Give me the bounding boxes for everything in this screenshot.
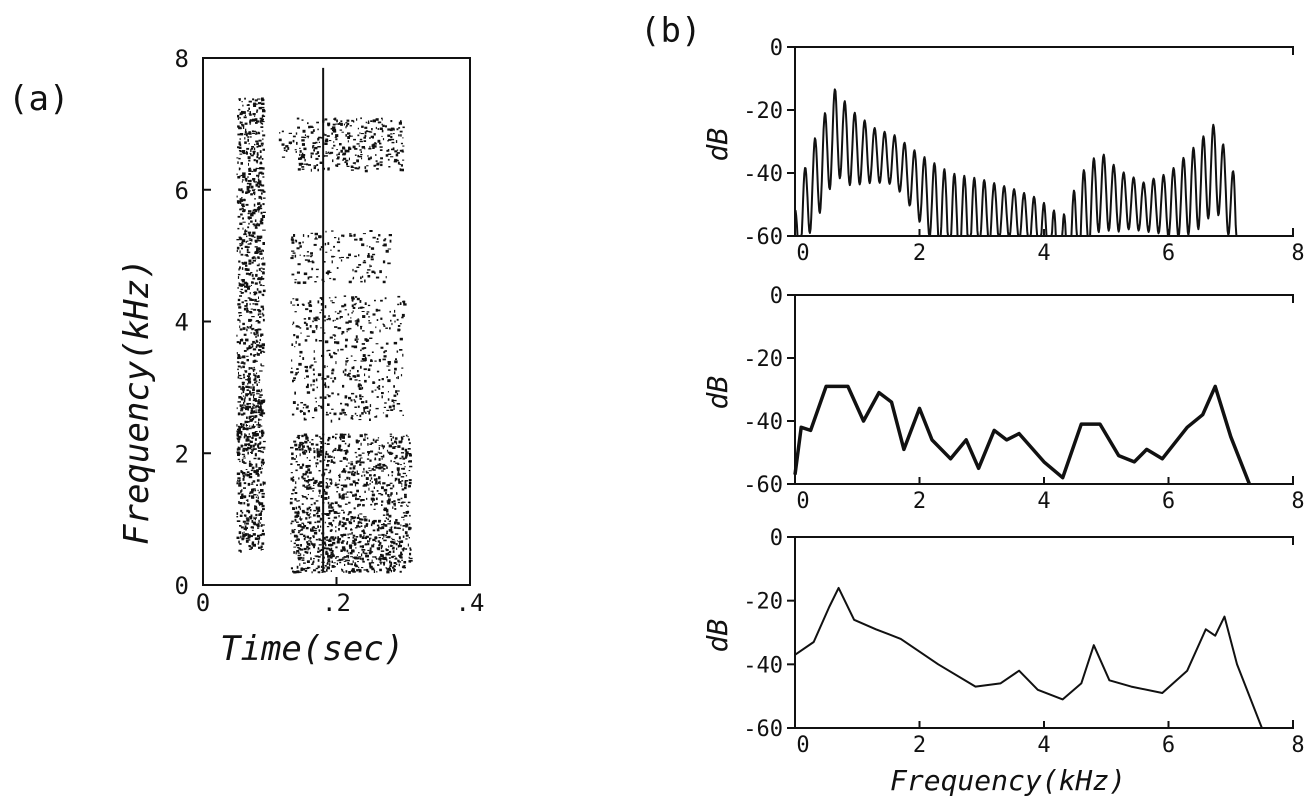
spectrum-frame xyxy=(794,294,1294,485)
spectrum-y-axis-title: dB xyxy=(701,619,734,653)
energy-region xyxy=(278,130,298,158)
spectrum-subplot: 0 -20 -40 -60 0 2 4 6 8 dB xyxy=(701,36,1305,266)
spectrogram-y-ticks: 0 2 4 6 8 xyxy=(175,45,211,600)
spectrum-y-axis-title: dB xyxy=(701,376,734,410)
x-tick-label: 4 xyxy=(1037,733,1050,758)
x-tick-label: .4 xyxy=(456,589,485,617)
spectrum-x-axis-title: Frequency(kHz) xyxy=(890,764,1126,797)
energy-region xyxy=(289,433,413,522)
harmonic-spectrum-line xyxy=(794,88,1256,237)
spectrum-subplot: 0 -20 -40 -60 0 2 4 6 8 dB xyxy=(701,284,1305,514)
x-tick-label: 0 xyxy=(196,589,210,617)
envelope-spectrum-line xyxy=(794,586,1263,729)
x-tick-label: 4 xyxy=(1037,489,1050,514)
x-tick-label: 6 xyxy=(1162,489,1175,514)
x-tick-label: 0 xyxy=(796,241,809,266)
y-tick-label: 2 xyxy=(175,440,189,468)
y-tick-label: -40 xyxy=(743,653,783,678)
energy-region xyxy=(290,230,392,285)
x-tick-label: 6 xyxy=(1162,241,1175,266)
x-tick-label: .2 xyxy=(322,589,351,617)
spectrogram-x-ticks: 0 .2 .4 xyxy=(196,577,485,617)
spectrum-frame xyxy=(794,536,1294,729)
x-tick-label: 8 xyxy=(1291,733,1304,758)
y-tick-label: 6 xyxy=(175,177,189,205)
y-tick-label: -40 xyxy=(743,162,783,187)
x-tick-label: 8 xyxy=(1291,489,1304,514)
y-tick-label: 0 xyxy=(770,284,783,309)
y-tick-label: -20 xyxy=(743,590,783,615)
energy-region xyxy=(290,519,413,574)
y-tick-label: 0 xyxy=(770,36,783,61)
y-tick-label: -20 xyxy=(743,347,783,372)
spectrum-subplot: 0 -20 -40 -60 0 2 4 6 8 dB xyxy=(701,526,1305,758)
panel-a: (a) 0 2 4 6 8 0 .2 .4 Time(sec) Frequency(kHz) xyxy=(8,45,484,669)
panel-b-label: (b) xyxy=(640,11,701,51)
energy-region xyxy=(236,97,266,553)
energy-region xyxy=(296,117,405,173)
y-tick-label: 4 xyxy=(175,309,189,337)
x-tick-label: 2 xyxy=(913,489,926,514)
spectrogram-energy xyxy=(236,97,413,574)
x-tick-label: 2 xyxy=(913,241,926,266)
y-tick-label: 8 xyxy=(175,45,189,73)
y-tick-label: -40 xyxy=(743,410,783,435)
energy-region xyxy=(290,295,407,423)
y-tick-label: -20 xyxy=(743,99,783,124)
panel-a-label: (a) xyxy=(8,79,69,119)
y-tick-label: 0 xyxy=(175,572,189,600)
y-tick-label: -60 xyxy=(743,473,783,498)
energy-region xyxy=(236,388,266,455)
x-tick-label: 4 xyxy=(1037,241,1050,266)
y-tick-label: -60 xyxy=(743,225,783,250)
spectrogram-y-axis-title: Frequency(kHz) xyxy=(117,258,157,545)
smoothed-spectrum-line xyxy=(793,384,1252,485)
x-tick-label: 8 xyxy=(1291,241,1304,266)
y-tick-label: -60 xyxy=(743,717,783,742)
spectrum-y-axis-title: dB xyxy=(701,128,734,162)
x-tick-label: 0 xyxy=(796,489,809,514)
x-tick-label: 6 xyxy=(1162,733,1175,758)
y-tick-label: 0 xyxy=(770,526,783,551)
x-tick-label: 0 xyxy=(796,733,809,758)
spectrum-subplots: 0 -20 -40 -60 0 2 4 6 8 dB 0 -20 -40 -60 0 2 4 6 8 dB 0 -20 -4… xyxy=(701,36,1305,758)
spectrogram-x-axis-title: Time(sec) xyxy=(220,629,404,669)
x-tick-label: 2 xyxy=(913,733,926,758)
